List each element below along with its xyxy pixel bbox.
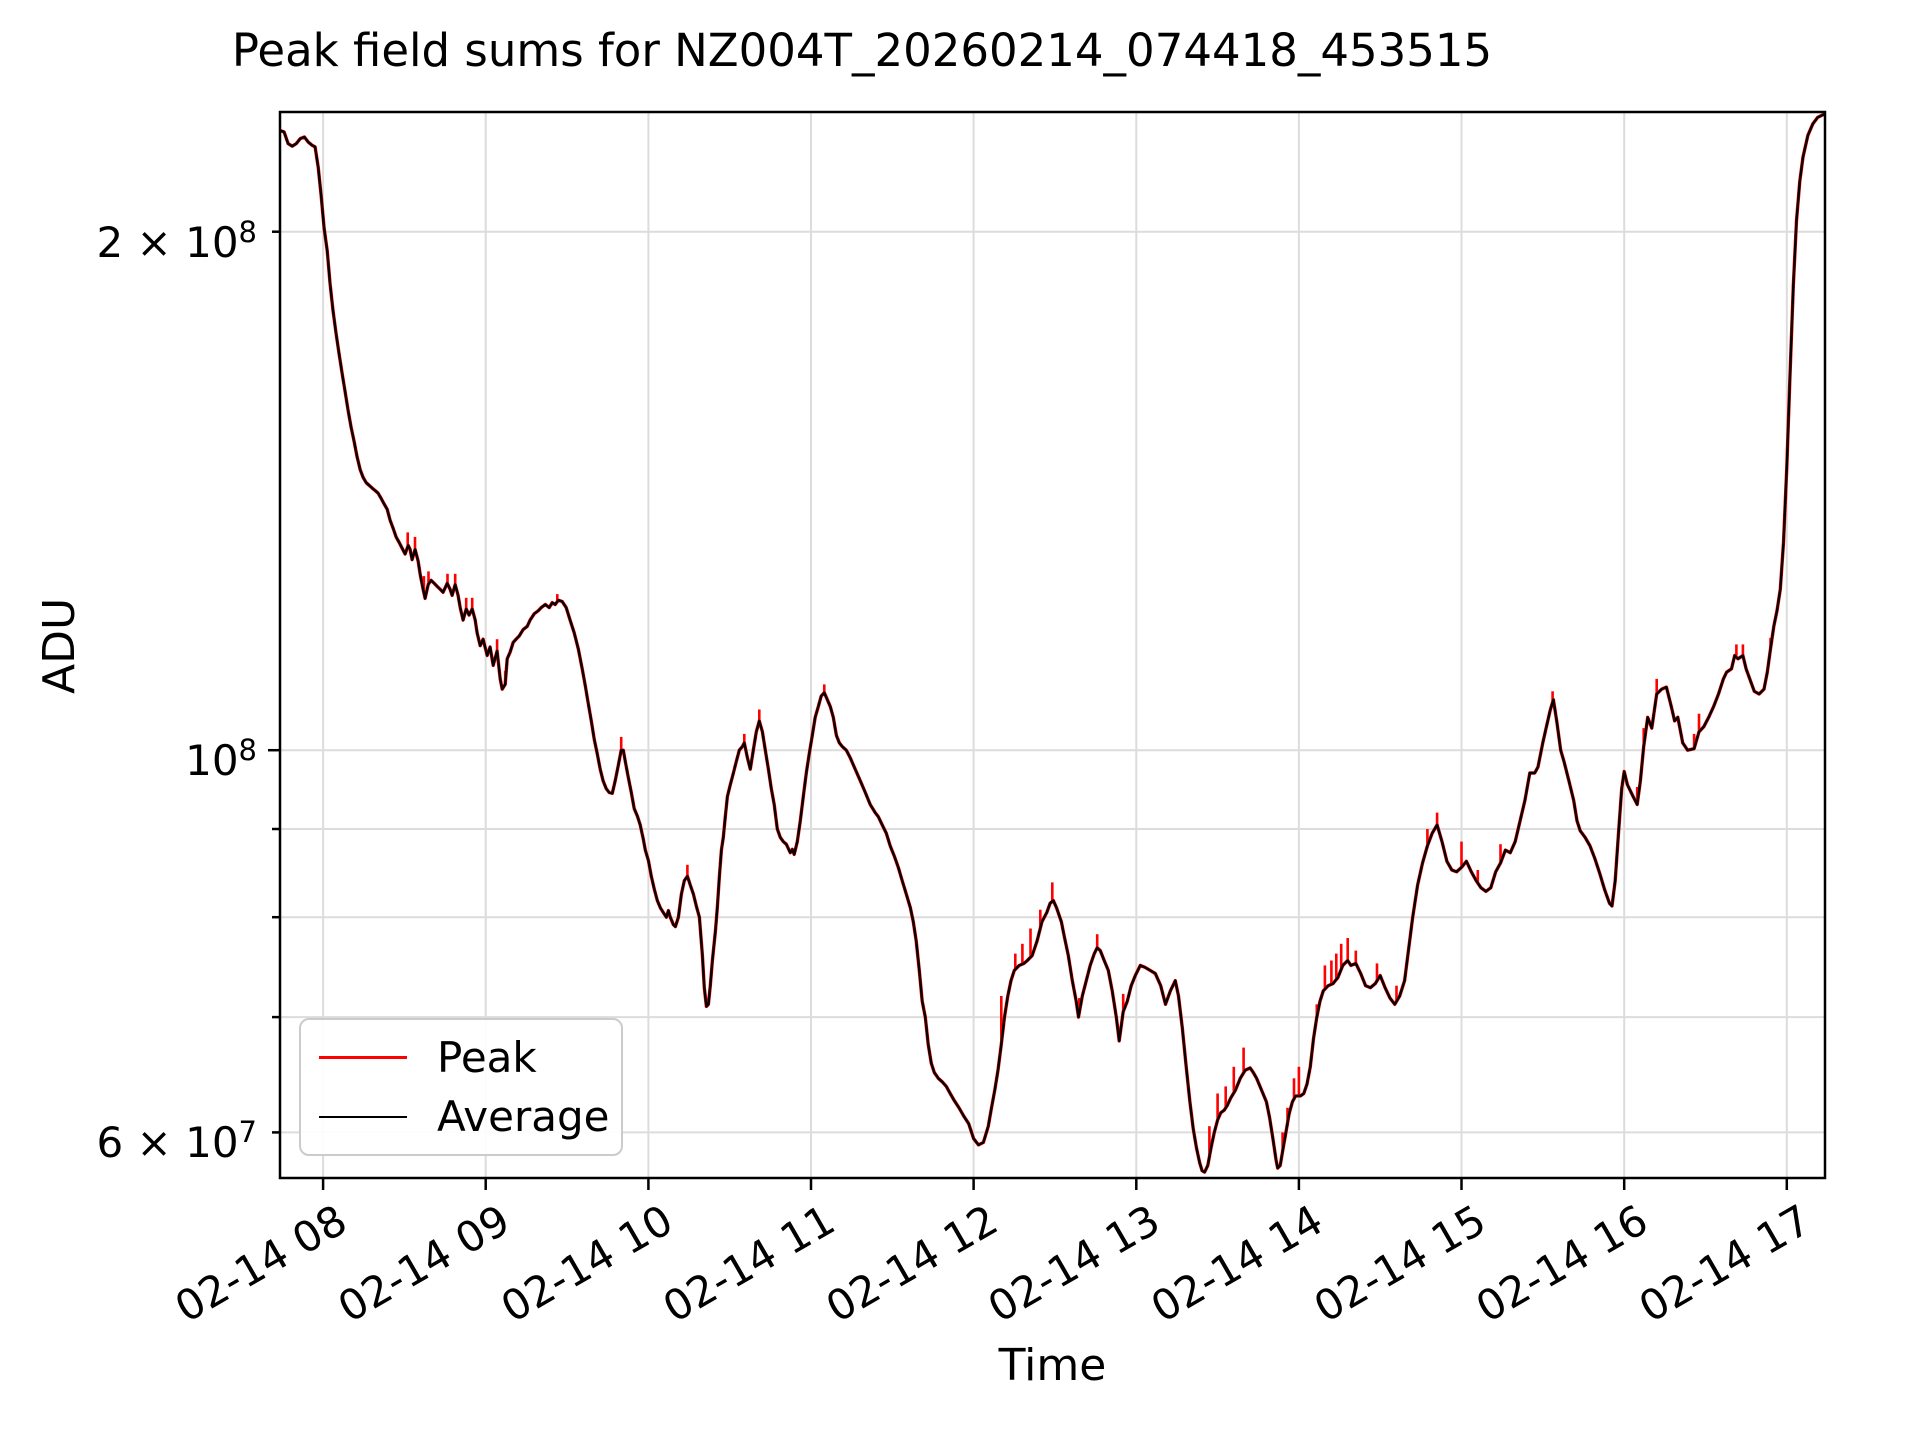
average-line-swatch	[319, 1115, 407, 1118]
legend-item-average: Average	[319, 1092, 621, 1141]
legend-item-peak: Peak	[319, 1033, 621, 1082]
legend: Peak Average	[299, 1018, 623, 1156]
tick-marks	[268, 230, 1789, 1190]
average-line	[280, 113, 1825, 1174]
y-axis-label: ADU	[34, 597, 85, 694]
axes-spines	[278, 110, 1827, 1180]
peak-line-swatch	[319, 1056, 407, 1059]
series-lines	[280, 112, 1825, 1174]
y-tick-label: 2 × 108	[96, 214, 257, 267]
gridlines	[280, 112, 1825, 1178]
y-tick-label: 108	[185, 733, 257, 786]
chart-title: Peak field sums for NZ004T_20260214_0744…	[231, 24, 1493, 77]
y-tick-label: 6 × 107	[96, 1115, 257, 1168]
x-axis-label: Time	[998, 1340, 1107, 1391]
legend-label-peak: Peak	[437, 1033, 537, 1082]
legend-label-average: Average	[437, 1092, 610, 1141]
